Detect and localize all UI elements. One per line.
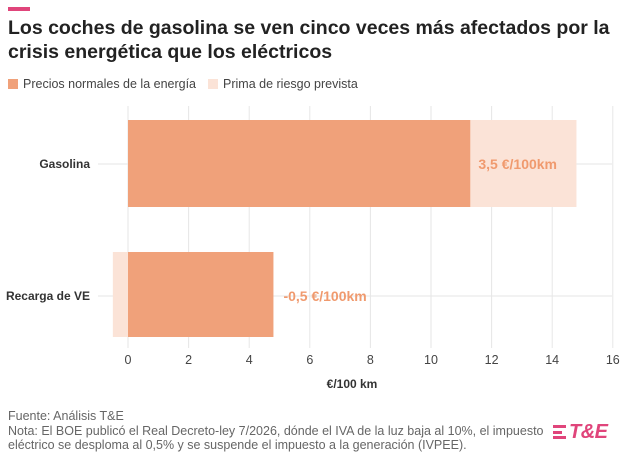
legend-swatch-risk: [208, 79, 219, 89]
title-accent-bar: [8, 7, 30, 11]
legend-item-normal: Precios normales de la energía: [8, 77, 196, 91]
chart-legend: Precios normales de la energía Prima de …: [8, 77, 370, 91]
legend-label-risk: Prima de riesgo prevista: [223, 77, 358, 91]
category-label-1: Gasolina: [39, 157, 90, 171]
legend-swatch-normal: [8, 79, 18, 89]
chart-title: Los coches de gasolina se ven cinco vece…: [8, 17, 610, 63]
x-tick-label: 10: [424, 353, 438, 367]
x-tick-label: 16: [606, 353, 620, 367]
legend-label-normal: Precios normales de la energía: [23, 77, 197, 91]
bar-chart: 3,5 €/100km Gasolina -0,5 €/100km Recarga d…: [6, 106, 620, 391]
te-logo: T&E: [553, 420, 625, 444]
te-logo-text: T&E: [569, 420, 608, 443]
bar-normal-2: [128, 252, 274, 337]
x-tick-label: 0: [125, 353, 132, 367]
x-axis-title: €/100 km: [327, 377, 378, 391]
bar-risk-2: [112, 252, 128, 337]
data-label-2: -0,5 €/100km: [283, 288, 366, 304]
x-tick-label: 14: [545, 353, 559, 367]
x-tick-label: 12: [485, 353, 499, 367]
category-label-2: Recarga de VE: [6, 289, 90, 303]
footer-note: Nota: El BOE publicó el Real Decreto-ley…: [8, 423, 544, 453]
data-label-1: 3,5 €/100km: [478, 156, 557, 172]
x-tick-label: 2: [185, 353, 192, 367]
chart-footer: Fuente: Análisis T&E Nota: El BOE public…: [8, 409, 553, 453]
te-logo-bars-icon: [553, 423, 567, 441]
x-tick-label: 4: [246, 353, 253, 367]
x-tick-label: 6: [306, 353, 313, 367]
bar-normal-1: [128, 120, 471, 207]
x-tick-label: 8: [367, 353, 374, 367]
bar-risk-1: [470, 120, 577, 207]
footer-source: Fuente: Análisis T&E: [8, 409, 124, 423]
legend-item-risk: Prima de riesgo prevista: [208, 77, 358, 91]
